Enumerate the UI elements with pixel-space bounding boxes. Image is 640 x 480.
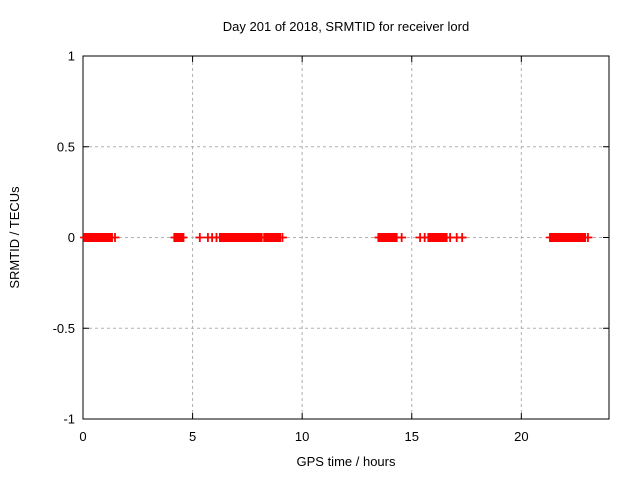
y-tick-label: 0.5 [57,139,75,154]
tick-label-layer: 0 5 10 15 20 -1 -0.5 0 0.5 1 [53,49,529,445]
y-tick-label: 0 [68,230,75,245]
y-axis-label: SRMTID / TECUs [7,186,22,289]
data-segment [427,233,448,242]
data-segment [263,233,282,242]
grid-layer [83,56,609,419]
x-tick-label: 0 [79,429,86,444]
x-axis-label: GPS time / hours [297,454,396,469]
data-segment [377,233,385,242]
data-point-marker [211,233,221,242]
y-tick-label: 1 [68,49,75,64]
data-point-marker [397,233,407,242]
x-tick-label: 5 [189,429,196,444]
x-tick-label: 10 [295,429,309,444]
chart-title: Day 201 of 2018, SRMTID for receiver lor… [223,19,469,34]
data-segment [218,233,263,242]
x-tick-label: 20 [514,429,528,444]
data-point-marker [457,233,467,242]
data-series-srmtid [80,233,593,242]
data-point-marker [277,233,287,242]
data-segment [389,233,398,242]
data-point-marker [110,233,120,242]
y-tick-label: -1 [63,412,75,427]
data-point-marker [420,233,430,242]
data-segment [549,233,587,242]
data-segment [178,233,185,242]
x-tick-label: 15 [405,429,419,444]
data-segment [83,233,113,242]
y-tick-label: -0.5 [53,321,75,336]
data-point-marker [583,233,593,242]
data-point-marker [195,233,205,242]
